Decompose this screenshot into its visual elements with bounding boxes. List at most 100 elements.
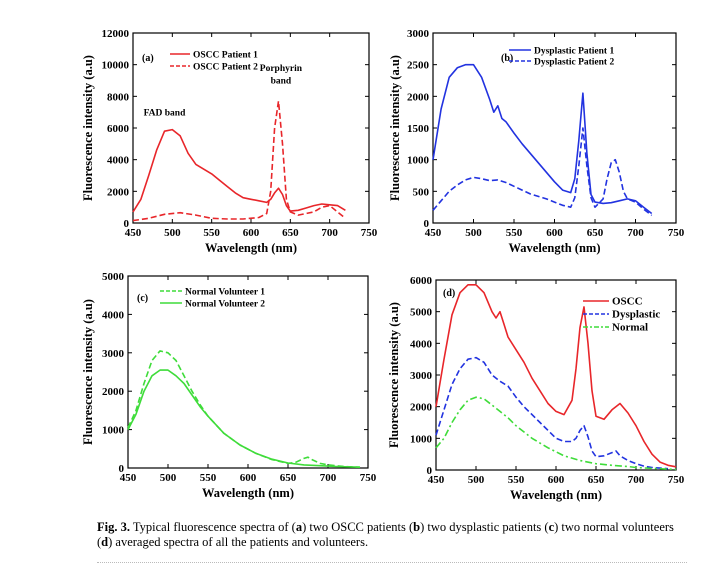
figure-caption: Fig. 3. Typical fluorescence spectra of … xyxy=(97,520,687,550)
x-tick-label: 600 xyxy=(240,472,257,484)
x-tick-label: 600 xyxy=(243,227,260,239)
y-tick-label: 4000 xyxy=(107,155,130,167)
x-tick-label: 450 xyxy=(120,472,137,484)
x-tick-label: 650 xyxy=(588,474,605,486)
y-tick-label: 1000 xyxy=(410,433,433,445)
series-line-d-1 xyxy=(435,283,677,468)
caption-label: Fig. 3. xyxy=(97,520,130,534)
series-line-c-1 xyxy=(127,350,361,468)
series-line-a-1 xyxy=(132,128,346,213)
y-tick-label: 1500 xyxy=(407,123,430,135)
x-tick-label: 700 xyxy=(320,472,337,484)
legend-label: Normal Volunteer 1 xyxy=(185,288,265,298)
y-tick-label: 1000 xyxy=(407,155,430,167)
y-tick-label: 2000 xyxy=(407,91,430,103)
y-tick-label: 2000 xyxy=(107,186,130,198)
caption-divider xyxy=(97,562,687,563)
caption-part: d xyxy=(101,535,109,549)
y-tick-label: 4000 xyxy=(410,338,433,350)
x-axis-label: Wavelength (nm) xyxy=(510,488,602,502)
y-tick-label: 3000 xyxy=(407,28,430,40)
y-tick-label: 12000 xyxy=(102,28,130,40)
annotation-text: band xyxy=(271,77,292,87)
caption-part: ) two dysplastic patients ( xyxy=(420,520,549,534)
caption-part: ) two normal volunteers ( xyxy=(97,520,674,549)
x-tick-label: 750 xyxy=(361,227,378,239)
series-line-a-2 xyxy=(132,100,346,222)
legend-label: OSCC xyxy=(612,296,643,308)
x-tick-label: 500 xyxy=(160,472,177,484)
legend-label: Dysplastic Patient 1 xyxy=(534,47,614,57)
y-tick-label: 3000 xyxy=(410,370,433,382)
series-line-d-2 xyxy=(435,356,669,470)
series-line-d-3 xyxy=(435,396,677,471)
x-tick-label: 650 xyxy=(587,227,604,239)
caption-part: Typical fluorescence spectra of ( xyxy=(129,520,296,534)
y-tick-label: 5000 xyxy=(410,307,433,319)
panel-b: 450 500 550 600 650 700 750 0 500 1000 1500 2000 250… xyxy=(388,28,685,255)
y-tick-label: 3000 xyxy=(102,348,125,360)
x-tick-label: 500 xyxy=(468,474,485,486)
legend-label: OSCC Patient 2 xyxy=(193,63,258,73)
y-tick-label: 10000 xyxy=(102,60,130,72)
y-tick-label: 0 xyxy=(427,465,433,477)
series-line-b-2 xyxy=(432,127,653,217)
x-axis-label: Wavelength (nm) xyxy=(202,486,294,500)
panel-d: 450 500 550 600 650 700 750 0 1000 2000 3000 4000 50… xyxy=(387,275,685,502)
series-line-b-1 xyxy=(432,63,653,215)
y-tick-label: 2000 xyxy=(410,402,433,414)
panel-label: (b) xyxy=(501,53,513,64)
x-tick-label: 600 xyxy=(546,227,563,239)
caption-body: Typical fluorescence spectra of (a) two … xyxy=(97,520,674,549)
x-tick-label: 500 xyxy=(465,227,482,239)
y-tick-label: 0 xyxy=(119,463,125,475)
y-tick-label: 0 xyxy=(124,218,130,230)
y-tick-label: 5000 xyxy=(102,271,125,283)
y-tick-label: 6000 xyxy=(410,275,433,287)
x-tick-label: 750 xyxy=(360,472,377,484)
legend-label: Normal xyxy=(612,322,648,334)
y-tick-label: 1000 xyxy=(102,425,125,437)
caption-part: ) averaged spectra of all the patients a… xyxy=(108,535,369,549)
x-tick-label: 750 xyxy=(668,227,685,239)
y-tick-label: 500 xyxy=(413,186,430,198)
y-tick-label: 8000 xyxy=(107,91,130,103)
x-tick-label: 650 xyxy=(282,227,299,239)
caption-part: b xyxy=(413,520,421,534)
x-tick-label: 750 xyxy=(668,474,685,486)
caption-part: ) two OSCC patients ( xyxy=(302,520,414,534)
legend-label: Dysplastic xyxy=(612,309,660,321)
x-tick-label: 550 xyxy=(203,227,220,239)
x-tick-label: 550 xyxy=(506,227,523,239)
x-tick-label: 600 xyxy=(548,474,565,486)
series-line-c-2 xyxy=(127,369,361,468)
legend-label: Dysplastic Patient 2 xyxy=(534,58,614,68)
panel-a: 450 500 550 600 650 700 750 0 2000 4000 6000 8000 10… xyxy=(81,28,378,255)
caption-part: a xyxy=(295,520,303,534)
annotation-text: FAD band xyxy=(144,108,187,118)
x-tick-label: 700 xyxy=(321,227,338,239)
x-tick-label: 450 xyxy=(125,227,142,239)
x-axis-label: Wavelength (nm) xyxy=(205,241,297,255)
y-axis-label: Fluorescence intensity (a.u) xyxy=(388,55,402,201)
panel-label: (d) xyxy=(443,288,455,299)
y-axis-label: Fluorescence intensity (a.u) xyxy=(81,299,95,445)
caption-part: c xyxy=(548,520,555,534)
y-tick-label: 0 xyxy=(424,218,430,230)
y-tick-label: 6000 xyxy=(107,123,130,135)
y-axis-label: Fluorescence intensity (a.u) xyxy=(387,302,401,448)
y-tick-label: 4000 xyxy=(102,309,125,321)
legend-label: Normal Volunteer 2 xyxy=(185,300,265,310)
legend-label: OSCC Patient 1 xyxy=(193,51,258,61)
x-tick-label: 700 xyxy=(628,474,645,486)
x-axis-label: Wavelength (nm) xyxy=(508,241,600,255)
x-tick-label: 550 xyxy=(508,474,525,486)
x-tick-label: 550 xyxy=(200,472,217,484)
panel-label: (c) xyxy=(137,293,148,304)
plot-frame xyxy=(132,32,370,224)
panel-c: 450 500 550 600 650 700 750 0 1000 2000 3000 4000 50… xyxy=(81,271,377,500)
annotation-text: Porphyrin xyxy=(260,64,303,74)
x-tick-label: 450 xyxy=(425,227,442,239)
x-tick-label: 500 xyxy=(164,227,181,239)
